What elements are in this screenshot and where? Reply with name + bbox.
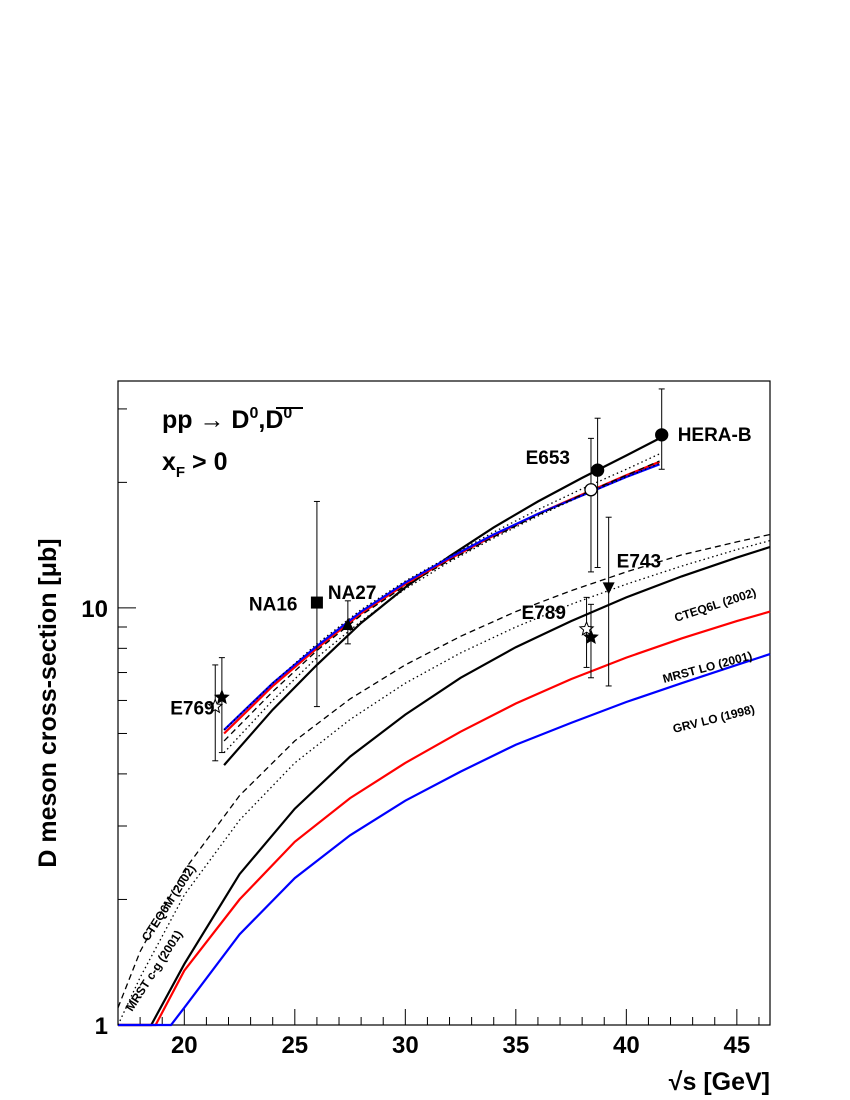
curve-cteq6l-2002 <box>118 545 771 1027</box>
data-marker <box>583 629 599 645</box>
data-marker <box>310 596 323 609</box>
experiment-label: NA16 <box>249 595 298 616</box>
y-axis-title: D meson cross-section [μb] <box>34 538 62 867</box>
experiment-label: E653 <box>526 448 570 469</box>
process-sup2: 0 <box>283 405 292 422</box>
data-marker <box>590 463 605 477</box>
experiment-label: NA27 <box>328 583 377 604</box>
x-tick-label: 20 <box>171 1032 198 1059</box>
data-marker <box>341 618 354 631</box>
y-tick-label: 1 <box>95 1013 108 1040</box>
y-tick-label: 10 <box>81 596 108 623</box>
x-tick-label: 30 <box>392 1032 419 1059</box>
x-tick-label: 40 <box>613 1032 640 1059</box>
band-curve-10 <box>223 453 660 731</box>
data-marker <box>655 428 669 442</box>
experiment-label: HERA-B <box>678 425 752 446</box>
condition-rest: > 0 <box>185 448 227 476</box>
process-mid: ,D <box>258 406 283 434</box>
experiment-label: E769 <box>170 699 214 720</box>
x-tick-label: 45 <box>723 1032 750 1059</box>
experiment-label: E743 <box>617 551 661 572</box>
curve-grv-lo-1998 <box>118 653 771 1027</box>
x-tick-label: 25 <box>281 1032 308 1059</box>
condition-main: x <box>162 448 176 476</box>
curve-mrst-c-g-2001 <box>117 539 771 1026</box>
data-marker <box>584 483 598 497</box>
label-grv-lo: GRV LO (1998) <box>671 702 756 736</box>
data-marker <box>207 698 224 714</box>
x-tick-label: 35 <box>502 1032 529 1059</box>
process-label: pp → D0,D0 <box>162 405 292 434</box>
condition-sub: F <box>176 464 185 481</box>
theory-curves <box>117 437 771 1027</box>
condition-label: xF > 0 <box>162 448 227 481</box>
data-marker <box>602 582 615 595</box>
data-points: E769 NA16 NA27 E653 E743 E789 HERA-B <box>170 388 752 762</box>
curve-mrst-lo-2001 <box>118 610 771 1027</box>
process-sup1: 0 <box>250 405 259 422</box>
label-mrst-cg: MRST c-g (2001) <box>123 928 186 1014</box>
x-axis-title: √s [GeV] <box>669 1068 770 1096</box>
label-cteq6m: CTEQ6M (2002) <box>139 862 199 943</box>
label-mrst-lo: MRST LO (2001) <box>661 649 754 686</box>
axis-ticks: 20 25 30 35 40 45 1 10 <box>81 408 760 1059</box>
process-main: pp → D <box>162 406 250 434</box>
data-marker <box>213 689 230 705</box>
experiment-label: E789 <box>522 603 566 624</box>
curve-cteq6m-2002 <box>117 533 771 1008</box>
data-marker <box>578 620 595 636</box>
plot-frame <box>117 380 771 1026</box>
